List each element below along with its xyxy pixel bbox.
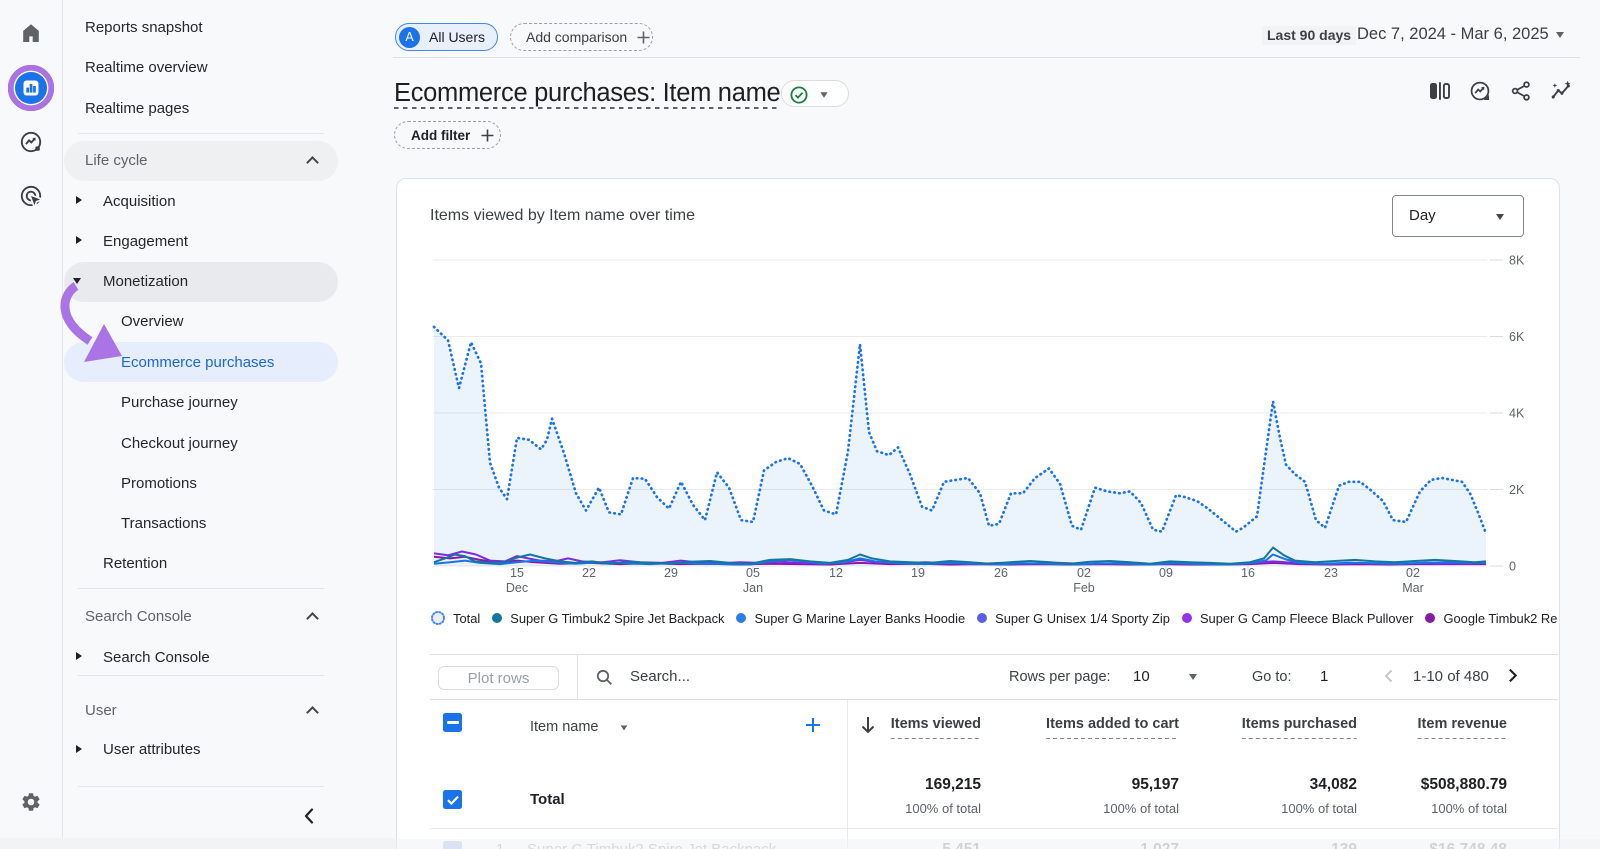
svg-text:05: 05 bbox=[746, 566, 760, 580]
svg-text:16: 16 bbox=[1241, 566, 1255, 580]
svg-text:15: 15 bbox=[510, 566, 524, 580]
svg-text:Jan: Jan bbox=[743, 581, 763, 595]
svg-text:0: 0 bbox=[1509, 560, 1516, 574]
svg-text:Feb: Feb bbox=[1073, 581, 1095, 595]
svg-text:2K: 2K bbox=[1509, 483, 1525, 497]
svg-text:6K: 6K bbox=[1509, 330, 1525, 344]
svg-text:8K: 8K bbox=[1509, 254, 1525, 268]
svg-text:02: 02 bbox=[1406, 566, 1420, 580]
svg-text:22: 22 bbox=[582, 566, 596, 580]
svg-text:Dec: Dec bbox=[506, 581, 528, 595]
svg-text:12: 12 bbox=[829, 566, 843, 580]
svg-text:29: 29 bbox=[664, 566, 678, 580]
svg-text:19: 19 bbox=[911, 566, 925, 580]
svg-text:26: 26 bbox=[994, 566, 1008, 580]
svg-text:4K: 4K bbox=[1509, 407, 1525, 421]
svg-text:23: 23 bbox=[1324, 566, 1338, 580]
svg-text:02: 02 bbox=[1077, 566, 1091, 580]
svg-text:Mar: Mar bbox=[1402, 581, 1424, 595]
svg-text:09: 09 bbox=[1159, 566, 1173, 580]
